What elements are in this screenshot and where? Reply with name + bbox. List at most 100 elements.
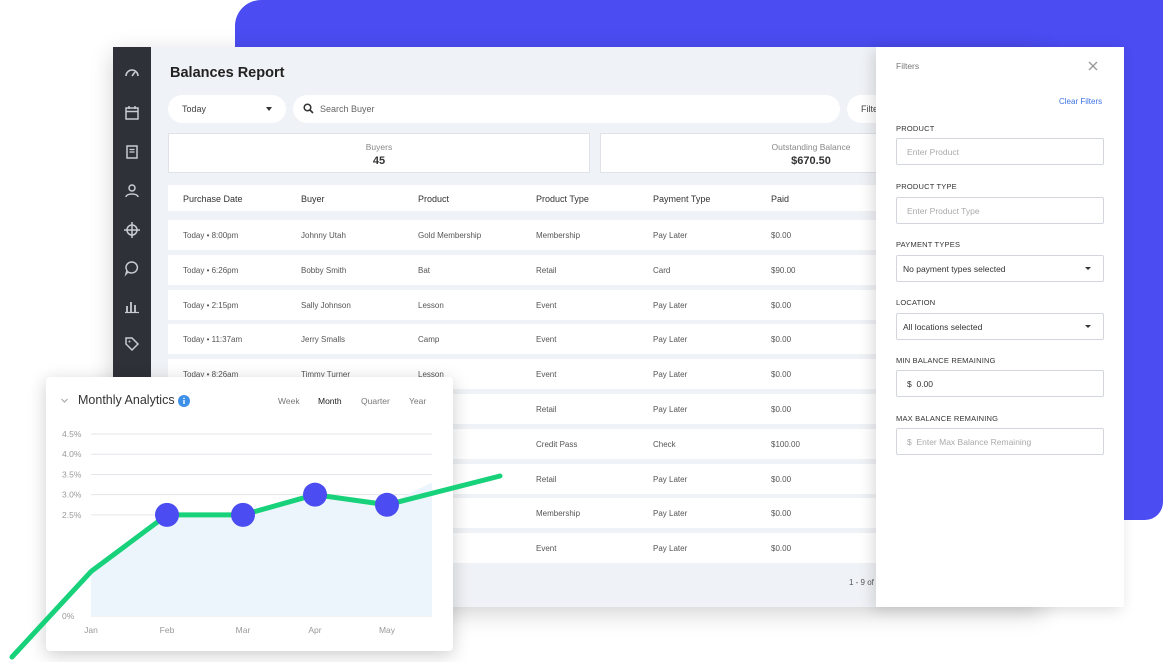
tab-week[interactable]: Week xyxy=(278,396,300,406)
table-cell: Check xyxy=(653,439,676,449)
table-cell: Membership xyxy=(536,231,581,240)
buyers-value: 45 xyxy=(372,155,386,167)
min-balance-value: $ 0.00 xyxy=(907,379,933,389)
max-balance-label: MAX BALANCE REMAINING xyxy=(896,414,999,423)
table-cell: Today • 8:00pm xyxy=(183,231,239,240)
dashboard-icon[interactable] xyxy=(123,64,141,82)
product-type-input[interactable]: Enter Product Type xyxy=(896,197,1104,224)
table-cell: Today • 8:26am xyxy=(183,370,239,380)
location-value: All locations selected xyxy=(903,322,983,332)
table-cell: Retail xyxy=(536,474,557,484)
table-row[interactable]: Today • 6:26pm Bobby Smith Bat Retail Card $9… xyxy=(168,254,968,285)
column-header[interactable]: Paid xyxy=(771,194,790,204)
table-row[interactable]: Today • 11:37am Jerry Smalls Camp Event Pay … xyxy=(168,324,968,355)
table-cell: $90.00 xyxy=(771,265,796,275)
caret-down-icon xyxy=(1085,325,1091,328)
table-cell: Pay Later xyxy=(653,474,688,484)
product-input[interactable]: Enter Product xyxy=(896,138,1104,165)
table-cell: Pay Later xyxy=(653,300,688,310)
table-cell: Jerry Smalls xyxy=(301,335,346,345)
analytics-title: Monthly Analytics xyxy=(78,393,175,407)
calendar-icon[interactable] xyxy=(123,104,141,122)
table-cell: Credit Pass xyxy=(536,439,578,449)
table-cell: $0.00 xyxy=(771,231,792,240)
book-icon[interactable] xyxy=(123,143,141,161)
table-cell: Camp xyxy=(418,335,440,345)
filters-title: Filters xyxy=(896,61,920,71)
table-cell: $100.00 xyxy=(771,439,800,449)
table-cell: Timmy Turner xyxy=(301,370,351,380)
column-header[interactable]: Purchase Date xyxy=(183,194,243,204)
table-cell: Retail xyxy=(536,404,557,414)
table-cell: Event xyxy=(536,370,557,380)
column-header[interactable]: Payment Type xyxy=(653,194,711,204)
table-cell: Lesson xyxy=(418,300,444,310)
info-icon[interactable] xyxy=(178,395,190,407)
tab-year[interactable]: Year xyxy=(409,396,427,406)
table-cell: Pay Later xyxy=(653,509,688,519)
max-balance-input[interactable]: $ Enter Max Balance Remaining xyxy=(896,428,1104,455)
users-icon[interactable] xyxy=(123,182,141,200)
table-cell: Event xyxy=(536,335,557,345)
search-buyer-input[interactable]: Search Buyer xyxy=(293,95,840,123)
table-cell: Bat xyxy=(418,265,431,275)
table-cell: Pay Later xyxy=(653,231,688,240)
product-placeholder: Enter Product xyxy=(907,147,959,157)
table-cell: Retail xyxy=(536,265,557,275)
outstanding-balance-label: Outstanding Balance xyxy=(771,142,851,152)
monthly-analytics-card: Monthly Analytics Week Month Quarter Yea… xyxy=(46,377,453,651)
table-cell: Today • 11:37am xyxy=(183,335,243,345)
max-balance-placeholder: $ Enter Max Balance Remaining xyxy=(907,437,1032,447)
chat-icon[interactable] xyxy=(123,259,141,277)
table-cell: Johnny Utah xyxy=(301,231,346,240)
payment-types-select[interactable]: No payment types selected xyxy=(896,255,1104,282)
table-cell: $0.00 xyxy=(771,370,792,380)
buyers-stat-card: Buyers 45 xyxy=(168,133,590,173)
product-type-placeholder: Enter Product Type xyxy=(907,206,980,216)
table-cell: Gold Membership xyxy=(418,231,482,240)
page-title: Balances Report xyxy=(170,65,285,81)
table-body: Today • 8:00pm Johnny Utah Gold Membership… xyxy=(168,220,968,568)
table-cell: $0.00 xyxy=(771,544,792,554)
table-cell: Membership xyxy=(536,509,581,519)
target-icon[interactable] xyxy=(123,221,141,239)
table-cell: Event xyxy=(536,300,557,310)
table-row[interactable]: Today • 2:15pm Sally Johnson Lesson Event Pa… xyxy=(168,289,968,320)
close-icon[interactable] xyxy=(1086,59,1100,73)
payment-types-label: PAYMENT TYPES xyxy=(896,240,961,249)
location-select[interactable]: All locations selected xyxy=(896,313,1104,340)
caret-down-icon xyxy=(1085,267,1091,270)
search-icon xyxy=(303,103,314,114)
table-cell: Event xyxy=(536,544,557,554)
tab-month[interactable]: Month xyxy=(318,396,342,406)
table-cell: $0.00 xyxy=(771,474,792,484)
search-placeholder: Search Buyer xyxy=(320,104,375,114)
min-balance-label: MIN BALANCE REMAINING xyxy=(896,356,996,365)
table-cell: Pay Later xyxy=(653,404,688,414)
tag-icon[interactable] xyxy=(123,335,141,353)
product-label: PRODUCT xyxy=(896,124,935,133)
filters-panel: Filters Clear Filters PRODUCT Enter Prod… xyxy=(876,47,1124,607)
table-cell: Card xyxy=(653,265,671,275)
table-cell: $0.00 xyxy=(771,300,792,310)
table-cell: Pay Later xyxy=(653,544,688,554)
date-range-select[interactable]: Today xyxy=(168,95,286,123)
payment-types-value: No payment types selected xyxy=(903,264,1006,274)
table-row[interactable]: Today • 8:00pm Johnny Utah Gold Membership… xyxy=(168,220,968,250)
min-balance-input[interactable]: $ 0.00 xyxy=(896,370,1104,397)
bar-chart-icon[interactable] xyxy=(123,297,141,315)
table-cell: $0.00 xyxy=(771,509,792,519)
pagination-label: 1 - 9 of xyxy=(849,578,874,587)
clear-filters-link[interactable]: Clear Filters xyxy=(1059,97,1103,106)
date-range-value: Today xyxy=(182,104,207,114)
buyers-label: Buyers xyxy=(365,142,393,152)
tab-quarter[interactable]: Quarter xyxy=(361,396,390,406)
table-cell: $0.00 xyxy=(771,404,792,414)
column-header[interactable]: Product xyxy=(418,194,450,204)
table-cell: Today • 2:15pm xyxy=(183,300,239,310)
column-header[interactable]: Product Type xyxy=(536,194,589,204)
chevron-down-icon[interactable] xyxy=(60,396,69,405)
table-cell: Lesson xyxy=(418,370,444,380)
column-header[interactable]: Buyer xyxy=(301,194,325,204)
table-cell: Sally Johnson xyxy=(301,300,351,310)
